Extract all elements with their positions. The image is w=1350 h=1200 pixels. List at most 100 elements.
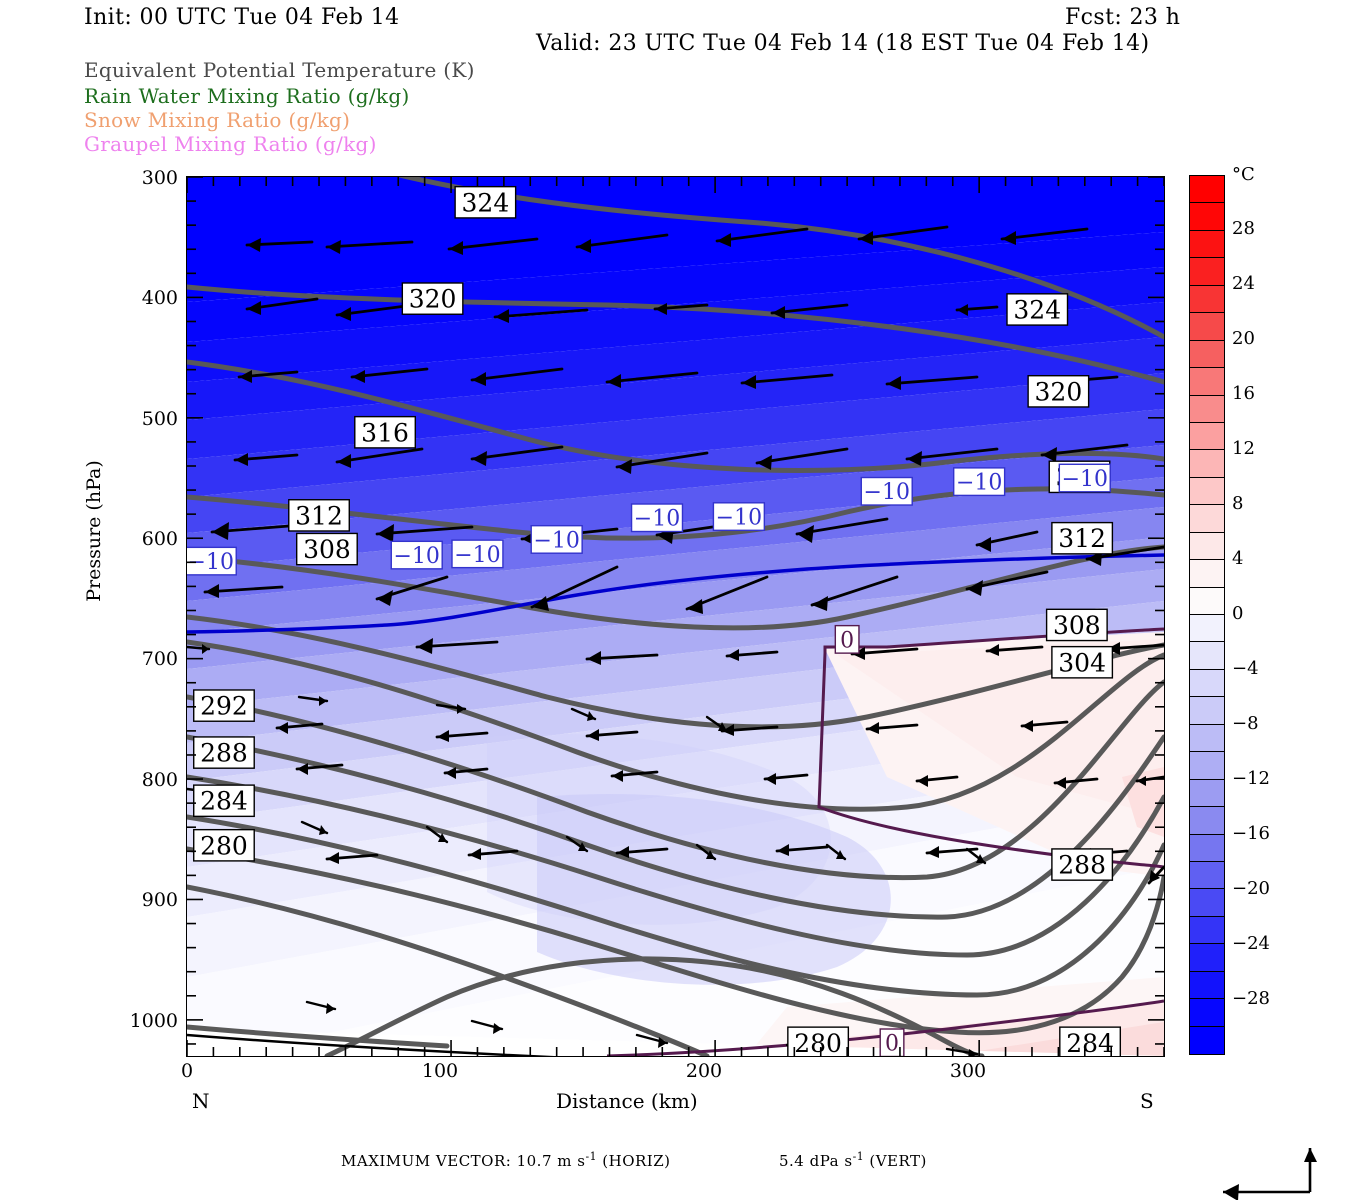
y-tick-700: 700 xyxy=(141,648,178,670)
colorbar-swatch xyxy=(1190,203,1224,231)
colorbar-swatch xyxy=(1190,861,1224,890)
y-tick-800: 800 xyxy=(141,769,178,791)
colorbar-swatch xyxy=(1190,340,1224,369)
colorbar-swatch xyxy=(1190,834,1224,862)
max-vector-text: MAXIMUM VECTOR: 10.7 m s xyxy=(341,1152,586,1170)
x-tick-100: 100 xyxy=(421,1060,459,1082)
colorbar-swatch xyxy=(1190,724,1224,753)
y-tick-900: 900 xyxy=(141,889,178,911)
colorbar-swatch xyxy=(1190,697,1224,725)
colorbar-swatch xyxy=(1190,779,1224,808)
contour-label-box xyxy=(390,540,443,570)
colorbar-tick--28: −28 xyxy=(1232,988,1270,1009)
colorbar-swatch xyxy=(1190,944,1224,972)
colorbar-swatch xyxy=(1190,395,1224,423)
contour-label-box xyxy=(1059,1026,1122,1056)
contour-label-text: 280 xyxy=(794,1029,842,1056)
y-tick-1000: 1000 xyxy=(129,1010,178,1032)
colorbar-swatch xyxy=(1190,615,1224,643)
contour-label-box xyxy=(630,503,684,533)
x-axis-end-north: N xyxy=(192,1089,210,1113)
contour-label-text: 316 xyxy=(361,418,409,447)
colorbar-tick-24: 24 xyxy=(1232,273,1255,294)
y-tick-500: 500 xyxy=(141,408,178,430)
theta-e-contours xyxy=(187,177,1164,1056)
colorbar-swatch xyxy=(1190,532,1224,561)
colorbar-tick--16: −16 xyxy=(1232,823,1270,844)
vert-vector-tail: (VERT) xyxy=(864,1152,927,1170)
contour-label-box xyxy=(451,539,504,569)
colorbar-swatch xyxy=(1190,258,1224,286)
isotherm-minus10-contour xyxy=(187,553,1164,634)
colorbar-tick-4: 4 xyxy=(1232,548,1244,569)
axis-ticks xyxy=(187,177,1164,1056)
colorbar-tick--8: −8 xyxy=(1232,713,1259,734)
cross-section-canvas: 3243243203203163163123123083083042922882… xyxy=(187,177,1164,1056)
contour-label-text: 312 xyxy=(295,501,343,530)
colorbar-tick-28: 28 xyxy=(1232,218,1255,239)
contour-label-box xyxy=(1027,375,1090,408)
contour-label-box xyxy=(1051,521,1114,555)
contour-label-text: 308 xyxy=(1053,611,1101,640)
contour-label-text: 312 xyxy=(1058,524,1106,553)
max-vector-exponent: -1 xyxy=(585,1150,597,1163)
colorbar-swatch xyxy=(1190,916,1224,945)
contour-label-box xyxy=(354,415,416,449)
x-axis-title: Distance (km) xyxy=(556,1089,698,1113)
contour-label-text: 0 xyxy=(885,1032,899,1056)
contour-label-box xyxy=(1045,608,1108,642)
max-vector-vertical-label: 5.4 dPa s-1 (VERT) xyxy=(779,1150,927,1170)
legend-item-rain: Rain Water Mixing Ratio (g/kg) xyxy=(84,84,410,108)
temperature-colorbar[interactable] xyxy=(1189,175,1225,1055)
colorbar-swatch xyxy=(1190,368,1224,396)
valid-time-label: Valid: 23 UTC Tue 04 Feb 14 (18 EST Tue … xyxy=(536,31,1150,56)
contour-label-text: −10 xyxy=(454,543,500,568)
colorbar-tick-16: 16 xyxy=(1232,383,1255,404)
contour-label-text: −10 xyxy=(864,480,910,505)
y-tick-300: 300 xyxy=(141,167,178,189)
reference-vector-icon xyxy=(1223,1148,1317,1200)
colorbar-tick-12: 12 xyxy=(1232,438,1255,459)
contour-label-box xyxy=(193,736,255,769)
contour-label-text: −10 xyxy=(634,507,680,532)
colorbar-tick--24: −24 xyxy=(1232,933,1270,954)
colorbar-tick-8: 8 xyxy=(1232,493,1244,514)
colorbar-swatch xyxy=(1190,560,1224,588)
contour-label-text: 324 xyxy=(462,188,510,217)
y-tick-400: 400 xyxy=(141,287,178,309)
contour-label-text: 284 xyxy=(1066,1029,1114,1056)
colorbar-swatch xyxy=(1190,450,1224,478)
x-tick-300: 300 xyxy=(949,1060,987,1082)
init-time-label: Init: 00 UTC Tue 04 Feb 14 xyxy=(84,5,400,30)
contour-label-box xyxy=(1006,293,1069,326)
colorbar-tick--4: −4 xyxy=(1232,658,1259,679)
contour-label-text: 0 xyxy=(840,628,854,653)
colorbar-swatch xyxy=(1190,752,1224,780)
colorbar-tick-0: 0 xyxy=(1232,603,1244,624)
x-axis-end-south: S xyxy=(1140,1089,1154,1113)
contour-label-text: 292 xyxy=(200,692,248,721)
contour-label-text: −10 xyxy=(533,528,579,553)
colorbar-swatch xyxy=(1190,669,1224,698)
colorbar-swatch xyxy=(1190,285,1224,314)
colorbar-unit-label: °C xyxy=(1232,164,1255,185)
contour-label-box xyxy=(401,282,464,315)
contour-label-box xyxy=(530,524,583,554)
forecast-hour-label: Fcst: 23 h xyxy=(1065,5,1181,30)
colorbar-swatch xyxy=(1190,422,1224,451)
contour-label-text: 320 xyxy=(409,285,457,314)
contour-label-box xyxy=(193,784,255,818)
contour-label-text: −10 xyxy=(394,544,440,569)
max-vector-horizontal-label: MAXIMUM VECTOR: 10.7 m s-1 (HORIZ) xyxy=(341,1150,671,1170)
contour-label-box xyxy=(953,467,1006,497)
contour-label-text: 288 xyxy=(200,739,248,768)
contour-label-text: 288 xyxy=(1058,851,1106,880)
legend-item-graupel: Graupel Mixing Ratio (g/kg) xyxy=(84,132,377,156)
colorbar-swatch xyxy=(1190,807,1224,835)
colorbar-swatch xyxy=(1190,642,1224,670)
cross-section-plot[interactable]: 3243243203203163163123123083083042922882… xyxy=(186,176,1165,1057)
contour-label-text: −10 xyxy=(1062,467,1108,492)
max-vector-tail: (HORIZ) xyxy=(597,1152,671,1170)
vert-vector-text: 5.4 dPa s xyxy=(779,1152,853,1170)
legend-item-theta-e: Equivalent Potential Temperature (K) xyxy=(84,58,475,82)
